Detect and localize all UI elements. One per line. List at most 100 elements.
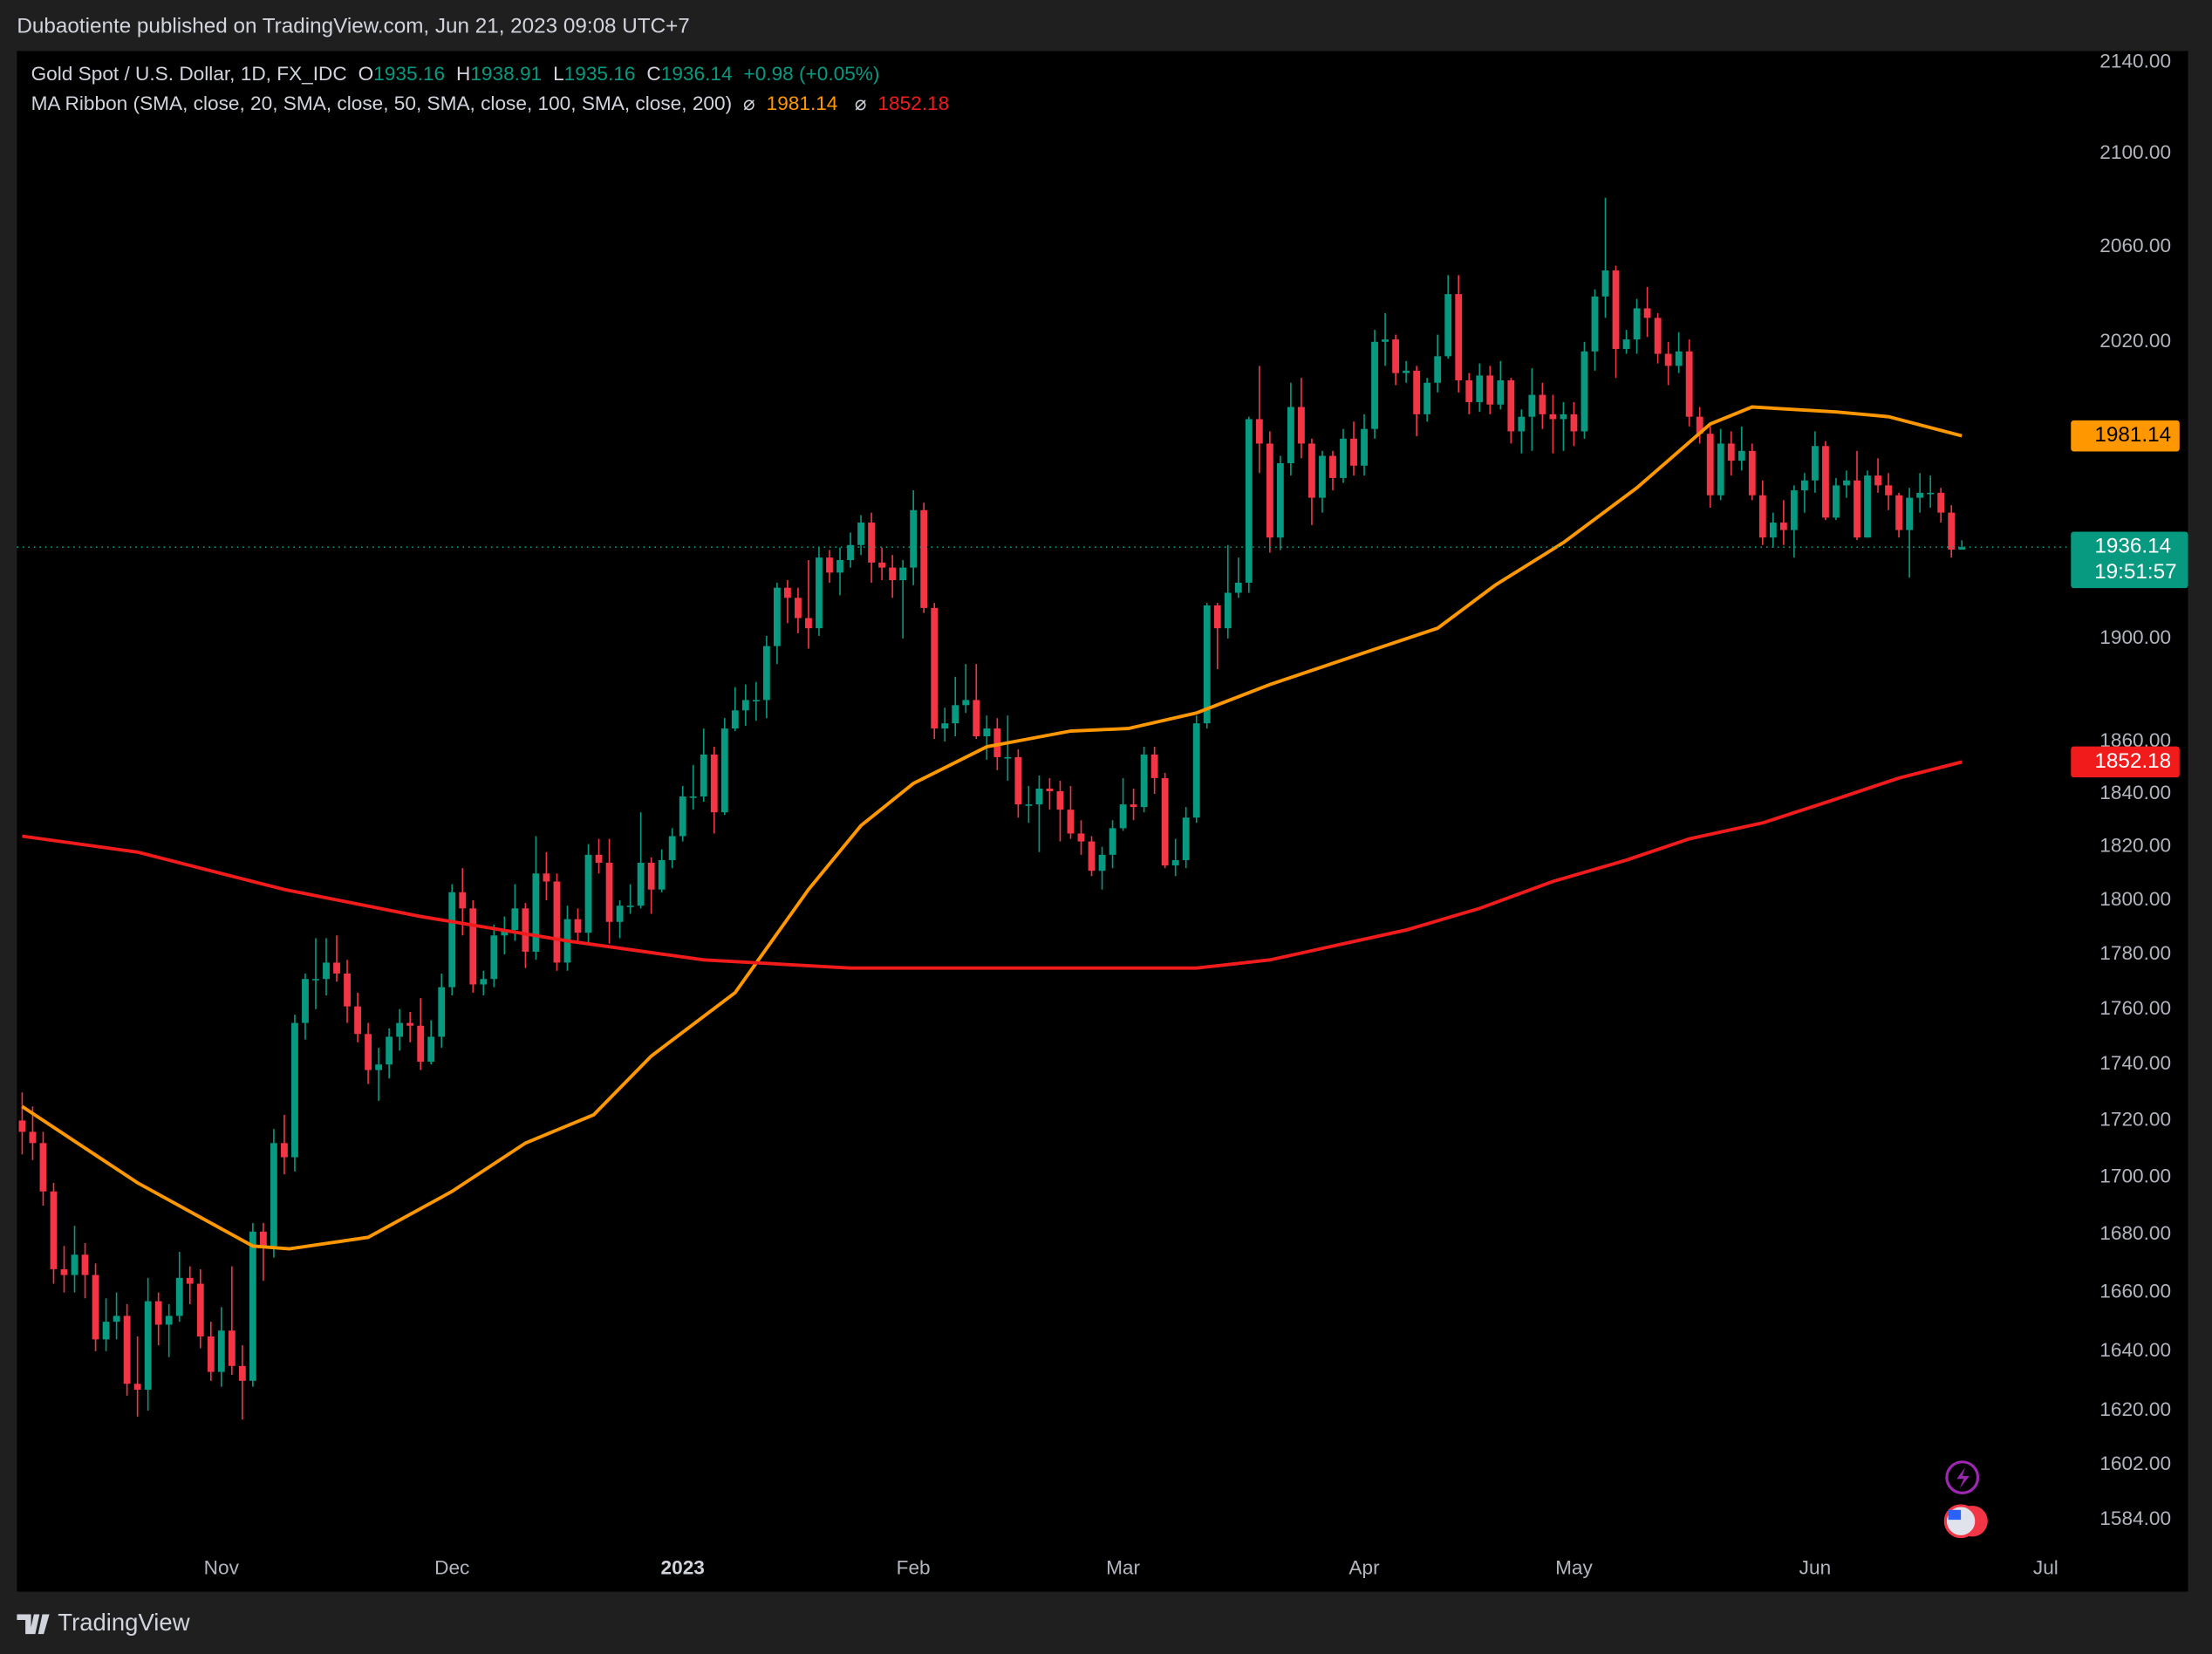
candle-body	[144, 1301, 152, 1391]
candle-body	[962, 700, 970, 706]
candle-body	[386, 1036, 393, 1065]
candle-body	[92, 1275, 99, 1340]
candle-body	[543, 873, 550, 882]
chart-area	[17, 51, 2188, 1592]
candle-body	[910, 509, 918, 568]
candle-body	[217, 1330, 225, 1372]
candle-body	[1539, 394, 1546, 414]
ma-price-box	[2071, 746, 2180, 778]
candle-body	[1937, 492, 1945, 513]
candle-body	[323, 962, 330, 980]
x-tick-label: 2023	[661, 1557, 705, 1579]
candle-body	[1916, 492, 1924, 498]
ma-price-label: 1981.14	[2094, 423, 2171, 447]
candle-body	[1518, 416, 1526, 432]
candle-body	[1580, 351, 1588, 432]
candle-body	[1864, 475, 1871, 538]
candle-body	[480, 979, 488, 985]
candle-body	[1927, 492, 1935, 495]
candle-body	[1685, 351, 1693, 417]
candle-body	[1885, 485, 1892, 496]
y-tick-label: 1700.00	[2099, 1165, 2171, 1186]
candle-body	[1308, 443, 1315, 498]
candle-body	[700, 754, 707, 797]
y-tick-label: 1900.00	[2099, 626, 2171, 648]
candle-body	[952, 705, 959, 724]
candle-body	[920, 509, 928, 608]
y-tick-label: 1640.00	[2099, 1339, 2171, 1361]
candle-body	[1833, 485, 1840, 518]
brand: TradingView	[58, 1609, 189, 1636]
candle-body	[1046, 788, 1054, 791]
candle-body	[365, 1034, 372, 1070]
candle-body	[1822, 446, 1829, 518]
candle-body	[344, 973, 351, 1007]
candle-body	[1790, 490, 1798, 530]
ma-price-label: 1852.18	[2094, 749, 2171, 773]
candle-body	[1255, 419, 1263, 444]
candle-body	[857, 523, 864, 545]
candle-body	[1528, 394, 1536, 417]
candle-body	[1696, 416, 1703, 434]
ma-line	[22, 760, 1963, 970]
ribbon-symbol: ⌀	[743, 92, 755, 114]
candle-body	[1654, 318, 1662, 354]
candle-body	[836, 559, 843, 573]
candle-body	[406, 1022, 414, 1026]
candle-body	[1843, 480, 1850, 486]
ohlc-label: C	[646, 63, 660, 85]
candle-body	[281, 1143, 288, 1158]
ma-price-box	[2071, 420, 2180, 452]
candle-body	[878, 562, 886, 568]
candle-body	[302, 979, 309, 1023]
candle-body	[50, 1191, 58, 1269]
ohlc-label: O	[358, 63, 374, 85]
y-tick-label: 1820.00	[2099, 835, 2171, 857]
candle-body	[752, 700, 760, 702]
candle-body	[1486, 375, 1494, 405]
candle-body	[60, 1268, 68, 1275]
x-tick-label: Nov	[204, 1557, 240, 1579]
candle-body	[1948, 512, 1956, 550]
candle-body	[1717, 443, 1724, 496]
published-line: Dubaotiente published on TradingView.com…	[17, 14, 689, 38]
legend-main: Gold Spot / U.S. Dollar, 1D, FX_IDC O 1935…	[31, 63, 880, 85]
candle-body	[238, 1365, 246, 1381]
candle-body	[427, 1036, 435, 1063]
candle-body	[133, 1384, 141, 1391]
candle-body	[1455, 294, 1463, 380]
symbol: Gold Spot / U.S. Dollar, 1D, FX_IDC	[31, 63, 347, 85]
candle-body	[626, 906, 634, 907]
y-tick-label: 1660.00	[2099, 1281, 2171, 1302]
candle-body	[773, 587, 781, 646]
candle-body	[1465, 379, 1473, 402]
event-icons[interactable]	[1943, 1460, 1988, 1539]
countdown-label: 19:51:57	[2094, 560, 2176, 584]
candle-body	[1738, 450, 1745, 461]
low-value: 1935.16	[564, 63, 636, 85]
candle-body	[186, 1277, 194, 1284]
event-icon[interactable]	[1945, 1460, 1980, 1495]
y-tick-label: 1602.00	[2099, 1452, 2171, 1474]
y-tick-label: 2020.00	[2099, 330, 2171, 352]
candle-body	[39, 1143, 47, 1192]
y-tick-label: 2060.00	[2099, 235, 2171, 256]
candle-body	[1382, 339, 1389, 342]
high-value: 1938.91	[470, 63, 542, 85]
candle-body	[1371, 341, 1378, 429]
candle-body	[396, 1022, 404, 1037]
candle-body	[1014, 756, 1022, 805]
candle-body	[983, 728, 991, 737]
candle-body	[511, 908, 519, 931]
candle-body	[448, 892, 456, 988]
candle-body	[1854, 480, 1860, 538]
ribbon-symbol: ⌀	[855, 92, 867, 114]
candle-body	[1570, 414, 1578, 432]
y-tick-label: 1760.00	[2099, 997, 2171, 1019]
candle-body	[18, 1120, 26, 1132]
candle-body	[889, 567, 897, 581]
candle-body	[270, 1143, 277, 1247]
candle-body	[1276, 462, 1284, 538]
candle-body	[847, 544, 854, 560]
candle-body	[1560, 414, 1567, 420]
